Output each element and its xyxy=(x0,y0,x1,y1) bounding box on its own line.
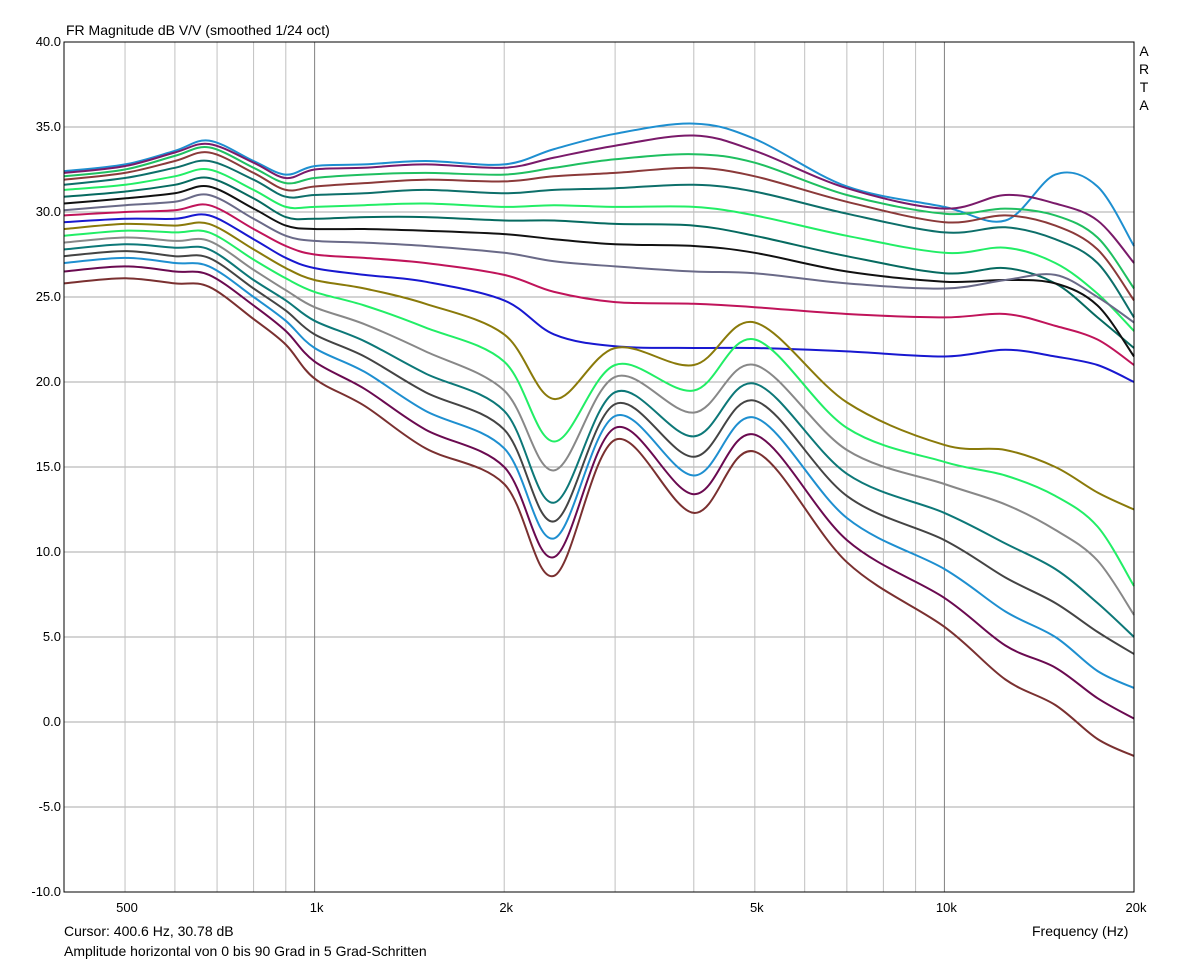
series-line-18 xyxy=(63,265,1135,720)
y-tick-label: 10.0 xyxy=(35,544,61,559)
y-tick-label: 35.0 xyxy=(35,119,61,134)
series-line-7 xyxy=(63,176,1135,349)
series-line-2 xyxy=(63,134,1135,264)
x-tick-label: 500 xyxy=(116,900,138,915)
series-line-11 xyxy=(63,213,1135,383)
series-layer xyxy=(63,122,1135,757)
chart-title: FR Magnitude dB V/V (smoothed 1/24 oct) xyxy=(66,22,330,38)
footer-note: Amplitude horizontal von 0 bis 90 Grad i… xyxy=(64,943,427,959)
y-tick-label: 30.0 xyxy=(35,204,61,219)
series-line-16 xyxy=(63,250,1135,655)
y-tick-label: 15.0 xyxy=(35,459,61,474)
series-line-1 xyxy=(63,122,1135,247)
series-line-14 xyxy=(63,236,1135,616)
x-axis-label: Frequency (Hz) xyxy=(1032,923,1129,939)
y-tick-label: 25.0 xyxy=(35,289,61,304)
x-tick-label: 20k xyxy=(1125,900,1147,915)
cursor-readout: Cursor: 400.6 Hz, 30.78 dB xyxy=(64,923,234,939)
plot-frame xyxy=(63,41,1135,893)
series-line-8 xyxy=(63,184,1135,358)
y-tick-label: -5.0 xyxy=(38,799,61,814)
series-line-17 xyxy=(63,256,1135,689)
series-line-15 xyxy=(63,243,1135,638)
x-tick-label: 2k xyxy=(499,900,514,915)
series-line-5 xyxy=(63,159,1135,318)
series-line-4 xyxy=(63,151,1135,301)
series-line-13 xyxy=(63,229,1135,587)
y-tick-label: 0.0 xyxy=(42,714,61,729)
y-tick-label: 5.0 xyxy=(42,629,61,644)
x-tick-label: 10k xyxy=(935,900,957,915)
x-tick-label: 5k xyxy=(749,900,764,915)
series-line-12 xyxy=(63,221,1135,511)
brand-label: ARTA xyxy=(1138,43,1150,113)
series-line-19 xyxy=(63,277,1135,757)
series-line-6 xyxy=(63,168,1135,332)
series-line-3 xyxy=(63,146,1135,290)
y-tick-label: 20.0 xyxy=(35,374,61,389)
x-tick-label: 1k xyxy=(309,900,324,915)
series-line-10 xyxy=(63,203,1135,366)
y-tick-label: -10.0 xyxy=(31,884,61,899)
y-tick-label: 40.0 xyxy=(35,34,61,49)
series-line-9 xyxy=(63,193,1135,324)
